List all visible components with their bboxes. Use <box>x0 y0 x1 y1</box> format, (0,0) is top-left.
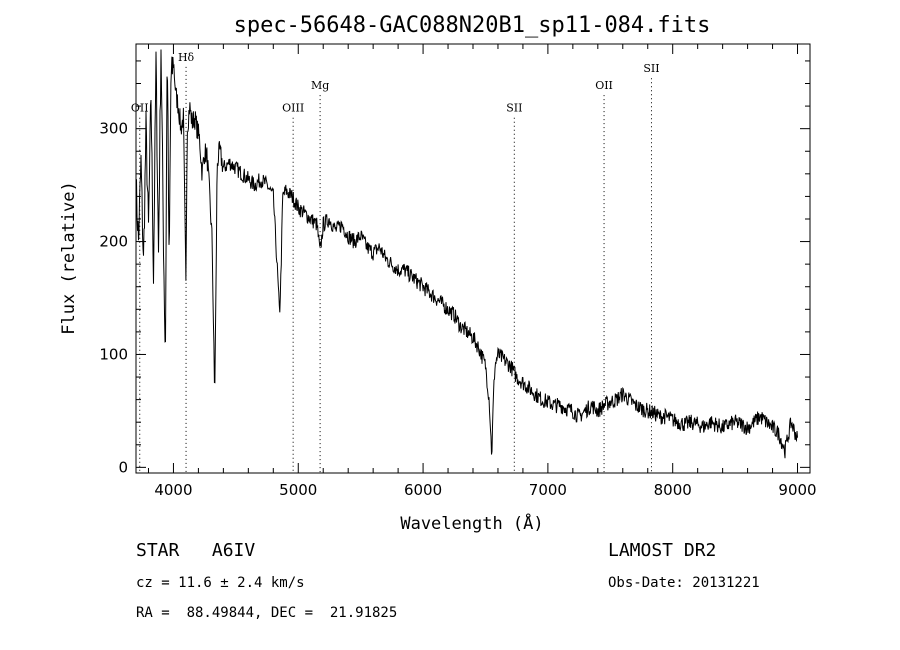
x-tick-label: 9000 <box>778 481 816 499</box>
object-class-label: STAR A6IV <box>136 540 256 561</box>
y-tick-label: 300 <box>99 120 128 138</box>
axis-ticks: 4000 5000 6000 7000 8000 9000 0 100 200 300 <box>99 44 817 499</box>
spectral-line-label: OII <box>131 102 149 115</box>
spectral-line-label: OIII <box>282 102 304 115</box>
chart-title: spec-56648-GAC088N20B1_sp11-084.fits <box>234 13 711 38</box>
x-axis-label: Wavelength (Å) <box>400 512 543 534</box>
x-tick-label: 7000 <box>529 481 567 499</box>
x-tick-label: 6000 <box>404 481 442 499</box>
y-tick-label: 100 <box>99 345 128 363</box>
y-axis-label: Flux (relative) <box>59 181 79 335</box>
survey-label: LAMOST DR2 <box>608 540 717 561</box>
redshift-label: cz = 11.6 ± 2.4 km/s <box>136 575 305 591</box>
flux-series-line <box>135 49 798 459</box>
x-tick-label: 5000 <box>279 481 317 499</box>
spectral-line-label: SII <box>506 102 522 115</box>
x-tick-label: 8000 <box>654 481 692 499</box>
coordinates-label: RA = 88.49844, DEC = 21.91825 <box>136 605 398 621</box>
x-tick-label: 4000 <box>154 481 192 499</box>
obs-date-label: Obs-Date: 20131221 <box>608 575 760 591</box>
y-tick-label: 0 <box>118 458 128 476</box>
y-tick-label: 200 <box>99 233 128 251</box>
spectral-line-markers: OII Hδ OIII Mg SII OII SII <box>131 51 660 473</box>
plot-frame <box>135 43 811 474</box>
spectral-line-label: SII <box>643 62 659 75</box>
spectral-line-label: OII <box>595 79 613 92</box>
spectral-line-label: Hδ <box>178 51 195 64</box>
spectral-line-label: Mg <box>311 79 329 92</box>
